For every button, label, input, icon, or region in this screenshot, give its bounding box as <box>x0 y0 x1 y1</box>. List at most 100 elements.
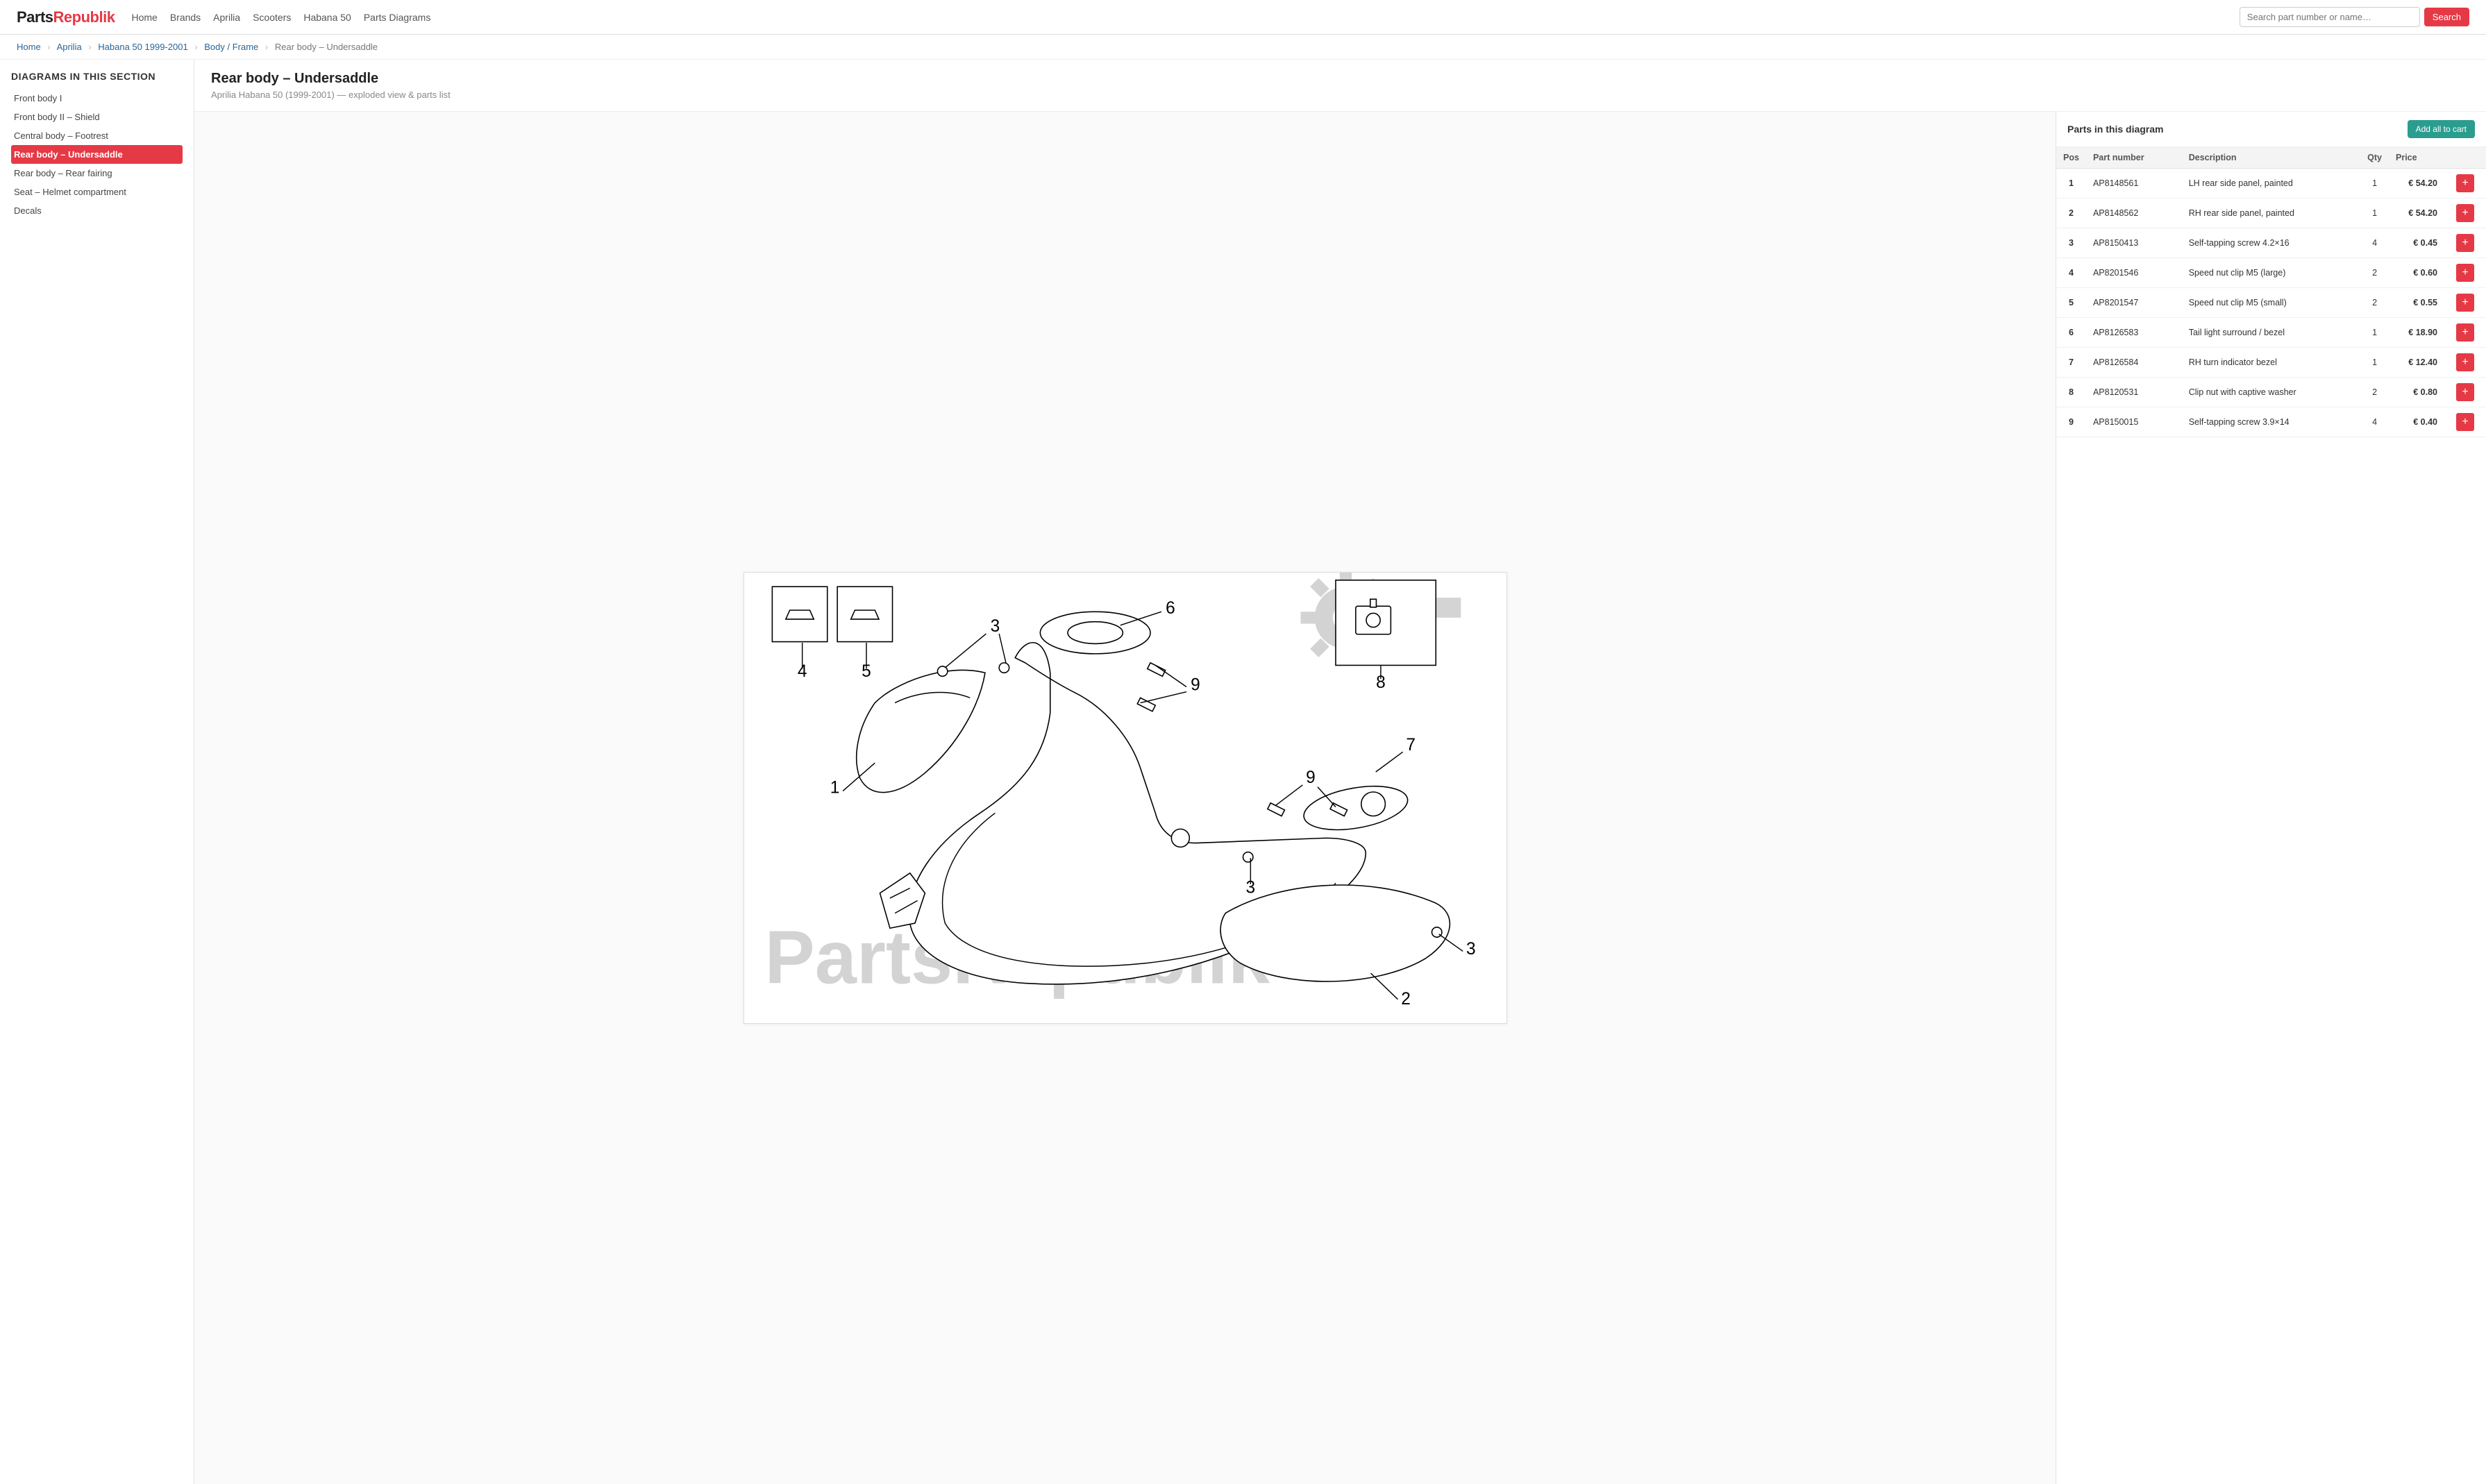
sidebar-item[interactable]: Decals <box>11 201 183 220</box>
cell-add: + <box>2444 199 2486 228</box>
callout-number[interactable]: 9 <box>1306 768 1316 787</box>
parts-table-scroll[interactable]: Pos Part number Description Qty Price 1A… <box>2056 147 2486 1484</box>
col-price: Price <box>2389 147 2444 169</box>
col-desc: Description <box>2182 147 2360 169</box>
cell-price: € 54.20 <box>2389 169 2444 199</box>
add-button[interactable]: + <box>2456 413 2474 431</box>
nav-link[interactable]: Home <box>131 12 157 23</box>
table-row[interactable]: 5AP8201547Speed nut clip M5 (small)2€ 0.… <box>2056 288 2486 318</box>
add-button[interactable]: + <box>2456 383 2474 401</box>
cell-desc: RH turn indicator bezel <box>2182 348 2360 378</box>
callout-number[interactable]: 5 <box>862 662 871 681</box>
sidebar-item[interactable]: Rear body – Rear fairing <box>11 164 183 183</box>
cell-pos: 1 <box>2056 169 2086 199</box>
cell-pos: 5 <box>2056 288 2086 318</box>
site-logo[interactable]: PartsRepublik <box>17 8 115 26</box>
table-row[interactable]: 3AP8150413Self-tapping screw 4.2×164€ 0.… <box>2056 228 2486 258</box>
cell-add: + <box>2444 169 2486 199</box>
sidebar-heading: Diagrams in this section <box>11 71 183 82</box>
add-all-button[interactable]: Add all to cart <box>2408 120 2475 138</box>
callout-number[interactable]: 3 <box>1465 940 1475 959</box>
search-button[interactable]: Search <box>2424 8 2469 26</box>
cell-add: + <box>2444 318 2486 348</box>
exploded-diagram: PartsRepublik <box>744 573 1506 1023</box>
cell-price: € 54.20 <box>2389 199 2444 228</box>
cell-add: + <box>2444 228 2486 258</box>
sidebar-item[interactable]: Central body – Footrest <box>11 126 183 145</box>
breadcrumb-item[interactable]: Home <box>17 42 41 52</box>
callout-number[interactable]: 6 <box>1166 599 1175 618</box>
callout-number[interactable]: 9 <box>1191 675 1200 694</box>
diagram-frame[interactable]: PartsRepublik <box>744 572 1507 1024</box>
breadcrumb-item[interactable]: Aprilia <box>57 42 82 52</box>
search-input[interactable] <box>2240 7 2420 27</box>
nav-link[interactable]: Parts Diagrams <box>364 12 430 23</box>
parts-table-heading: Parts in this diagram <box>2067 124 2163 135</box>
content: Rear body – Undersaddle Aprilia Habana 5… <box>194 60 2486 1484</box>
add-button[interactable]: + <box>2456 294 2474 312</box>
add-button[interactable]: + <box>2456 234 2474 252</box>
add-button[interactable]: + <box>2456 323 2474 342</box>
topbar: PartsRepublik Home Brands Aprilia Scoote… <box>0 0 2486 35</box>
cell-pos: 3 <box>2056 228 2086 258</box>
cell-sku: AP8126583 <box>2086 318 2182 348</box>
nav-link[interactable]: Scooters <box>253 12 291 23</box>
breadcrumb-item[interactable]: Body / Frame <box>204 42 258 52</box>
sidebar-item[interactable]: Front body II – Shield <box>11 108 183 126</box>
parts-table: Pos Part number Description Qty Price 1A… <box>2056 147 2486 437</box>
nav-link[interactable]: Habana 50 <box>303 12 351 23</box>
callout-number[interactable]: 1 <box>830 778 839 797</box>
page-title: Rear body – Undersaddle <box>211 71 2469 87</box>
table-row[interactable]: 2AP8148562RH rear side panel, painted1€ … <box>2056 199 2486 228</box>
cell-sku: AP8150413 <box>2086 228 2182 258</box>
callout-number[interactable]: 4 <box>797 662 807 681</box>
cell-desc: Self-tapping screw 4.2×16 <box>2182 228 2360 258</box>
callout-leader <box>1370 973 1397 1000</box>
table-row[interactable]: 4AP8201546Speed nut clip M5 (large)2€ 0.… <box>2056 258 2486 288</box>
breadcrumb-sep: › <box>265 42 268 52</box>
callout-number[interactable]: 2 <box>1401 990 1411 1009</box>
body-split: PartsRepublik <box>194 112 2486 1484</box>
callout-leader <box>1140 692 1186 703</box>
cell-sku: AP8126584 <box>2086 348 2182 378</box>
callout-leader <box>945 634 986 668</box>
search-wrap: Search <box>2240 7 2469 27</box>
cell-sku: AP8120531 <box>2086 378 2182 407</box>
table-row[interactable]: 9AP8150015Self-tapping screw 3.9×144€ 0.… <box>2056 407 2486 437</box>
col-qty: Qty <box>2360 147 2389 169</box>
sidebar-item[interactable]: Rear body – Undersaddle <box>11 145 183 164</box>
cell-pos: 2 <box>2056 199 2086 228</box>
cell-qty: 4 <box>2360 407 2389 437</box>
sidebar-item[interactable]: Seat – Helmet compartment <box>11 183 183 201</box>
breadcrumb-item[interactable]: Habana 50 1999-2001 <box>98 42 187 52</box>
callout-number[interactable]: 3 <box>990 617 1000 636</box>
cell-add: + <box>2444 288 2486 318</box>
add-button[interactable]: + <box>2456 264 2474 282</box>
cell-desc: Speed nut clip M5 (small) <box>2182 288 2360 318</box>
part-screws-top <box>1137 663 1165 711</box>
cell-pos: 8 <box>2056 378 2086 407</box>
cell-qty: 2 <box>2360 288 2389 318</box>
table-row[interactable]: 7AP8126584RH turn indicator bezel1€ 12.4… <box>2056 348 2486 378</box>
table-row[interactable]: 1AP8148561LH rear side panel, painted1€ … <box>2056 169 2486 199</box>
callout-leader <box>999 634 1006 664</box>
add-button[interactable]: + <box>2456 174 2474 192</box>
parts-table-pane: Parts in this diagram Add all to cart Po… <box>2056 112 2486 1484</box>
cell-sku: AP8148562 <box>2086 199 2182 228</box>
cell-sku: AP8148561 <box>2086 169 2182 199</box>
sidebar-item[interactable]: Front body I <box>11 89 183 108</box>
add-button[interactable]: + <box>2456 204 2474 222</box>
callout-number[interactable]: 3 <box>1245 879 1255 897</box>
cell-desc: Clip nut with captive washer <box>2182 378 2360 407</box>
table-row[interactable]: 8AP8120531Clip nut with captive washer2€… <box>2056 378 2486 407</box>
nav-link[interactable]: Aprilia <box>213 12 240 23</box>
add-button[interactable]: + <box>2456 353 2474 371</box>
nav-link[interactable]: Brands <box>170 12 201 23</box>
cell-desc: Tail light surround / bezel <box>2182 318 2360 348</box>
cell-desc: LH rear side panel, painted <box>2182 169 2360 199</box>
part-lh-side-panel <box>856 663 1009 793</box>
callout-number[interactable]: 8 <box>1376 673 1386 692</box>
table-row[interactable]: 6AP8126583Tail light surround / bezel1€ … <box>2056 318 2486 348</box>
callout-number[interactable]: 7 <box>1406 736 1416 754</box>
callout-leader <box>1155 665 1186 686</box>
